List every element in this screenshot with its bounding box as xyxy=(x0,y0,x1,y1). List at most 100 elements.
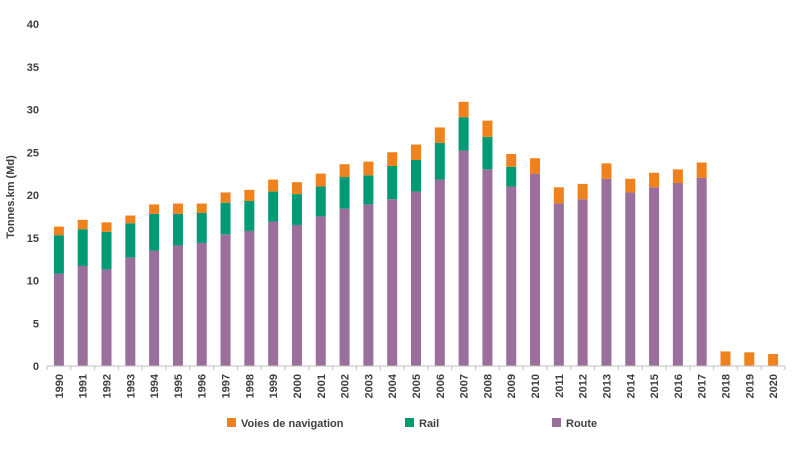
x-tick-label: 2018 xyxy=(720,374,732,398)
x-tick-label: 1992 xyxy=(102,374,114,398)
y-tick-label: 30 xyxy=(27,105,39,117)
x-tick-label: 2019 xyxy=(744,374,756,398)
x-tick-label: 1990 xyxy=(54,374,66,398)
bar-segment-rail-1997 xyxy=(220,202,231,235)
bar-segment-voies-de-navigation-2004 xyxy=(387,152,398,166)
bar-segment-route-2010 xyxy=(530,173,541,366)
bar-segment-rail-1993 xyxy=(125,223,136,258)
bar-segment-voies-de-navigation-2006 xyxy=(434,127,445,143)
bar-segment-route-2012 xyxy=(577,199,588,366)
bar-segment-route-1990 xyxy=(53,273,64,366)
x-tick-label: 2005 xyxy=(411,374,423,398)
bar-segment-route-2004 xyxy=(387,199,398,366)
bar-segment-route-1997 xyxy=(220,234,231,366)
x-tick-label: 1995 xyxy=(173,374,185,398)
y-axis-label: Tonnes.km (Md) xyxy=(5,155,17,239)
legend: Voies de navigation Rail Route xyxy=(227,418,597,430)
y-tick-label: 10 xyxy=(27,276,39,288)
y-tick-label: 0 xyxy=(33,361,39,373)
x-tick-label: 2013 xyxy=(601,374,613,398)
legend-swatch-voies-de-navigation xyxy=(227,418,236,427)
y-tick-label: 20 xyxy=(27,190,39,202)
bar-segment-rail-2002 xyxy=(339,177,350,209)
bar-segment-rail-2005 xyxy=(411,159,421,192)
legend-swatch-rail xyxy=(405,418,414,427)
bar-segment-rail-2004 xyxy=(387,165,398,200)
bar-segment-route-1993 xyxy=(125,257,136,366)
x-tick-label: 2002 xyxy=(340,374,352,398)
legend-label-rail: Rail xyxy=(419,418,439,430)
y-tick-label: 40 xyxy=(27,19,39,31)
y-tick-label: 35 xyxy=(27,62,39,74)
bar-segment-route-1995 xyxy=(172,245,183,366)
x-tick-label: 2014 xyxy=(625,373,637,398)
legend-swatch-route xyxy=(552,418,561,427)
x-tick-label: 2004 xyxy=(387,373,399,398)
bar-segment-voies-de-navigation-2005 xyxy=(411,144,421,160)
bars-group xyxy=(53,101,779,366)
x-tick-label: 2000 xyxy=(292,374,304,398)
bar-segment-rail-2007 xyxy=(458,117,469,151)
bar-segment-voies-de-navigation-2000 xyxy=(291,182,302,195)
bar-segment-rail-1998 xyxy=(244,200,255,231)
legend-label-route: Route xyxy=(566,418,597,430)
bar-segment-voies-de-navigation-2019 xyxy=(744,352,755,366)
bar-segment-route-2013 xyxy=(601,178,612,366)
bar-segment-route-1999 xyxy=(268,221,279,366)
bar-segment-voies-de-navigation-1991 xyxy=(77,219,88,230)
x-tick-label: 2009 xyxy=(506,374,518,398)
bar-segment-rail-1995 xyxy=(172,213,183,246)
bar-segment-voies-de-navigation-1995 xyxy=(172,203,183,214)
bar-segment-voies-de-navigation-1996 xyxy=(196,203,207,213)
bar-segment-voies-de-navigation-2003 xyxy=(363,161,374,176)
y-tick-label: 25 xyxy=(27,147,39,159)
y-tick-label: 15 xyxy=(27,233,39,245)
bar-segment-route-2005 xyxy=(411,191,421,366)
x-tick-label: 2011 xyxy=(554,374,566,398)
bar-segment-voies-de-navigation-2020 xyxy=(768,354,779,366)
bar-segment-route-2003 xyxy=(363,204,374,366)
bar-segment-route-2002 xyxy=(339,208,350,366)
bar-segment-voies-de-navigation-2008 xyxy=(482,120,493,137)
bar-segment-voies-de-navigation-2010 xyxy=(530,158,541,174)
bar-segment-rail-2008 xyxy=(482,136,493,170)
bar-segment-route-2017 xyxy=(696,177,707,366)
bar-segment-route-2000 xyxy=(291,224,302,366)
x-tick-label: 1997 xyxy=(221,374,233,398)
x-tick-label: 1994 xyxy=(149,373,161,398)
y-tick-label: 5 xyxy=(33,318,39,330)
bar-segment-voies-de-navigation-1993 xyxy=(125,215,136,224)
x-axis: 1990 1991 1992 1993 1994 1995 1996 1997 1998 1999… xyxy=(46,365,786,398)
bar-segment-route-2016 xyxy=(672,183,683,366)
bar-segment-voies-de-navigation-2014 xyxy=(625,178,636,193)
bar-segment-voies-de-navigation-1998 xyxy=(244,189,255,201)
x-tick-label: 2016 xyxy=(673,374,685,398)
bar-segment-route-2008 xyxy=(482,169,493,366)
bar-segment-rail-1991 xyxy=(77,229,88,266)
bar-segment-route-1996 xyxy=(196,242,207,366)
x-tick-label: 2017 xyxy=(697,374,709,398)
x-tick-label: 2008 xyxy=(482,374,494,398)
bar-segment-voies-de-navigation-2002 xyxy=(339,164,350,178)
legend-label-voies-de-navigation: Voies de navigation xyxy=(241,418,344,430)
x-tick-label: 1996 xyxy=(197,374,209,398)
bar-segment-voies-de-navigation-2018 xyxy=(720,351,731,366)
x-tick-label: 2010 xyxy=(530,374,542,398)
bar-segment-voies-de-navigation-2015 xyxy=(649,172,660,188)
x-tick-label: 2001 xyxy=(316,374,328,398)
bar-segment-rail-1990 xyxy=(53,235,64,274)
bar-segment-rail-1999 xyxy=(268,191,279,222)
bar-segment-voies-de-navigation-1994 xyxy=(149,204,160,214)
x-tick-label: 2006 xyxy=(435,374,447,398)
bar-segment-route-2007 xyxy=(458,150,469,366)
x-tick-label: 1993 xyxy=(125,374,137,398)
bar-segment-rail-1996 xyxy=(196,212,207,243)
bar-segment-rail-1994 xyxy=(149,213,160,251)
bar-segment-voies-de-navigation-2011 xyxy=(553,187,564,204)
x-tick-label: 2012 xyxy=(578,374,590,398)
x-tick-label: 1999 xyxy=(268,374,280,398)
bar-segment-route-1991 xyxy=(77,265,88,366)
x-tick-label: 2015 xyxy=(649,374,661,398)
bar-segment-voies-de-navigation-2012 xyxy=(577,183,588,200)
